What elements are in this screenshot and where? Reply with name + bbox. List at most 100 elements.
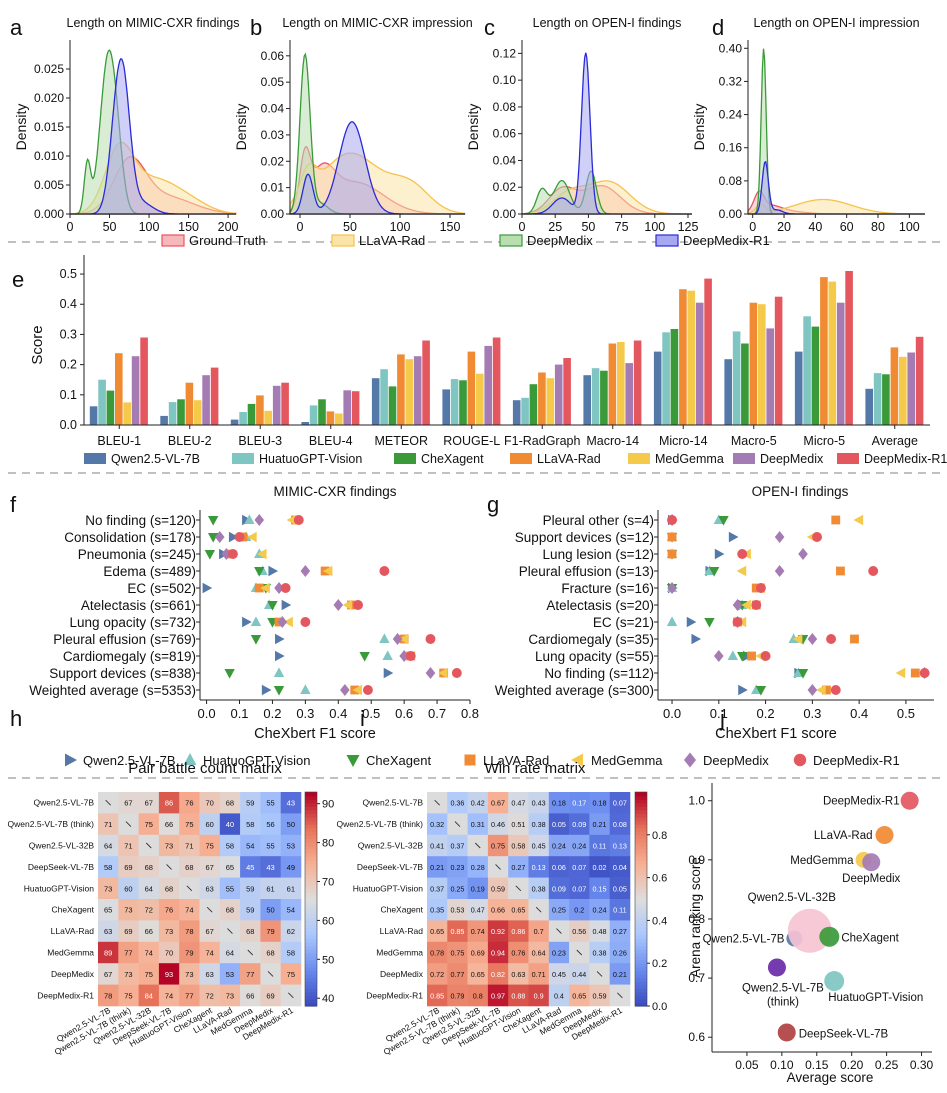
heatmap-cell	[260, 877, 281, 900]
colorbar-segment	[635, 792, 647, 797]
heatmap-value: 74	[205, 949, 213, 958]
heatmap-diagonal	[227, 928, 233, 934]
colorbar-segment	[635, 852, 647, 857]
legend-marker-qwen2.5-vl-7b	[65, 753, 77, 767]
marker-deepmedix	[667, 582, 677, 594]
bar-huatuogpt-vision	[591, 368, 600, 425]
colorbar-segment	[305, 881, 317, 886]
y-tick-label: 1.0	[688, 794, 705, 808]
x-tick-label: 0.5	[362, 706, 380, 721]
heatmap-cell	[548, 792, 570, 814]
heatmap-cell	[548, 984, 570, 1007]
y-tick-label: 0.1	[60, 388, 77, 402]
panel-letter-b: b	[250, 15, 262, 40]
x-tick-label: 125	[678, 220, 699, 234]
heatmap-row-label: CheXagent	[51, 905, 94, 915]
colorbar-segment	[635, 945, 647, 950]
bar-chexagent	[811, 326, 820, 425]
heatmap-value: 0.24	[593, 906, 607, 915]
marker-deepmedix-r1	[425, 634, 436, 644]
heatmap-value: 0.38	[532, 820, 546, 829]
heatmap-value: 65	[226, 863, 234, 872]
heatmap-cell	[609, 834, 631, 857]
bubble-deepmedix-r1	[900, 791, 919, 810]
marker-deepmedix-r1	[280, 583, 291, 593]
colorbar-segment	[635, 863, 647, 868]
x-tick-label: 0	[749, 220, 756, 234]
bubble-label: LLaVA-Rad	[814, 830, 873, 842]
colorbar-tick-label: 0.8	[652, 830, 667, 842]
bar-deepmedix	[836, 302, 845, 425]
heatmap-value: 71	[185, 842, 193, 851]
heatmap-cell	[427, 834, 448, 857]
heatmap-cell	[138, 941, 160, 964]
legend-label: CheXagent	[366, 753, 431, 768]
heatmap-cell	[98, 834, 119, 857]
colorbar-segment	[635, 888, 647, 893]
heatmap-value: 0.78	[430, 949, 444, 958]
marker-llava-rad	[850, 634, 859, 644]
colorbar-segment	[305, 799, 317, 804]
heatmap-cell	[199, 792, 221, 814]
marker-qwen2.5-vl-7b	[228, 531, 239, 543]
bar-llava-rad	[115, 353, 123, 425]
category-label: Micro-14	[659, 434, 708, 448]
heatmap-cell	[158, 920, 180, 943]
heatmap-cell	[98, 963, 119, 985]
marker-chexagent	[267, 601, 278, 611]
colorbar-segment	[635, 874, 647, 879]
heatmap-cell	[467, 856, 489, 878]
heatmap-cell	[280, 877, 302, 900]
heatmap-cell	[589, 984, 610, 1007]
heatmap-value: 56	[266, 820, 274, 829]
y-tick-label: 0.32	[719, 74, 743, 88]
bubble-label: CheXagent	[841, 933, 899, 945]
heatmap-cell	[260, 834, 281, 857]
bar-deepmedix-r1	[140, 337, 148, 425]
colorbar-segment	[635, 884, 647, 889]
category-label: F1-RadGraph	[504, 434, 580, 448]
marker-deepmedix-r1	[300, 617, 311, 627]
heatmap-value: 0.35	[430, 906, 444, 915]
heatmap-value: 73	[226, 991, 234, 1000]
marker-deepmedix-r1	[826, 634, 837, 644]
marker-medgemma	[322, 565, 333, 577]
density-title: Length on MIMIC-CXR impression	[282, 16, 472, 30]
heatmap-cell	[98, 856, 119, 878]
heatmap-cell	[98, 920, 119, 943]
heatmap-cell	[569, 877, 590, 900]
heatmap-cell	[219, 834, 241, 857]
row-label: EC (s=21)	[593, 615, 654, 630]
marker-llava-rad	[910, 668, 920, 678]
y-tick-label: 0.5	[60, 267, 77, 281]
x-tick-label: 0.30	[910, 1058, 934, 1072]
heatmap-value: 0.09	[552, 884, 566, 893]
colorbar-segment	[635, 899, 647, 904]
bar-deepmedix	[413, 356, 422, 425]
marker-deepmedix-r1	[293, 515, 304, 525]
y-tick-label: 0.06	[493, 127, 517, 141]
category-label: Micro-5	[803, 434, 845, 448]
heatmap-value: 0.13	[613, 842, 627, 851]
legend-label: DeepMedix	[703, 753, 769, 768]
bar-huatuogpt-vision	[309, 405, 318, 425]
x-tick-label: 100	[390, 220, 411, 234]
row-label: Atelectasis (s=20)	[546, 598, 654, 613]
bar-chexagent	[106, 390, 115, 425]
colorbar-segment	[305, 795, 317, 800]
marker-qwen2.5-vl-7b	[383, 667, 394, 679]
heatmap-value: 64	[145, 884, 153, 893]
heatmap-cell	[609, 899, 631, 921]
heatmap-cell	[280, 963, 302, 985]
heatmap-cell	[528, 856, 550, 878]
heatmap-value: 0.25	[552, 906, 566, 915]
heatmap-cell	[179, 856, 200, 878]
heatmap-cell	[199, 984, 221, 1007]
category-label: BLEU-4	[309, 434, 353, 448]
x-tick-label: 50	[103, 220, 117, 234]
marker-qwen2.5-vl-7b	[686, 616, 697, 628]
bar-deepmedix	[484, 345, 492, 425]
heatmap-value: 0.11	[593, 842, 606, 851]
heatmap-cell	[427, 941, 448, 964]
panel-letter-a: a	[10, 15, 23, 40]
